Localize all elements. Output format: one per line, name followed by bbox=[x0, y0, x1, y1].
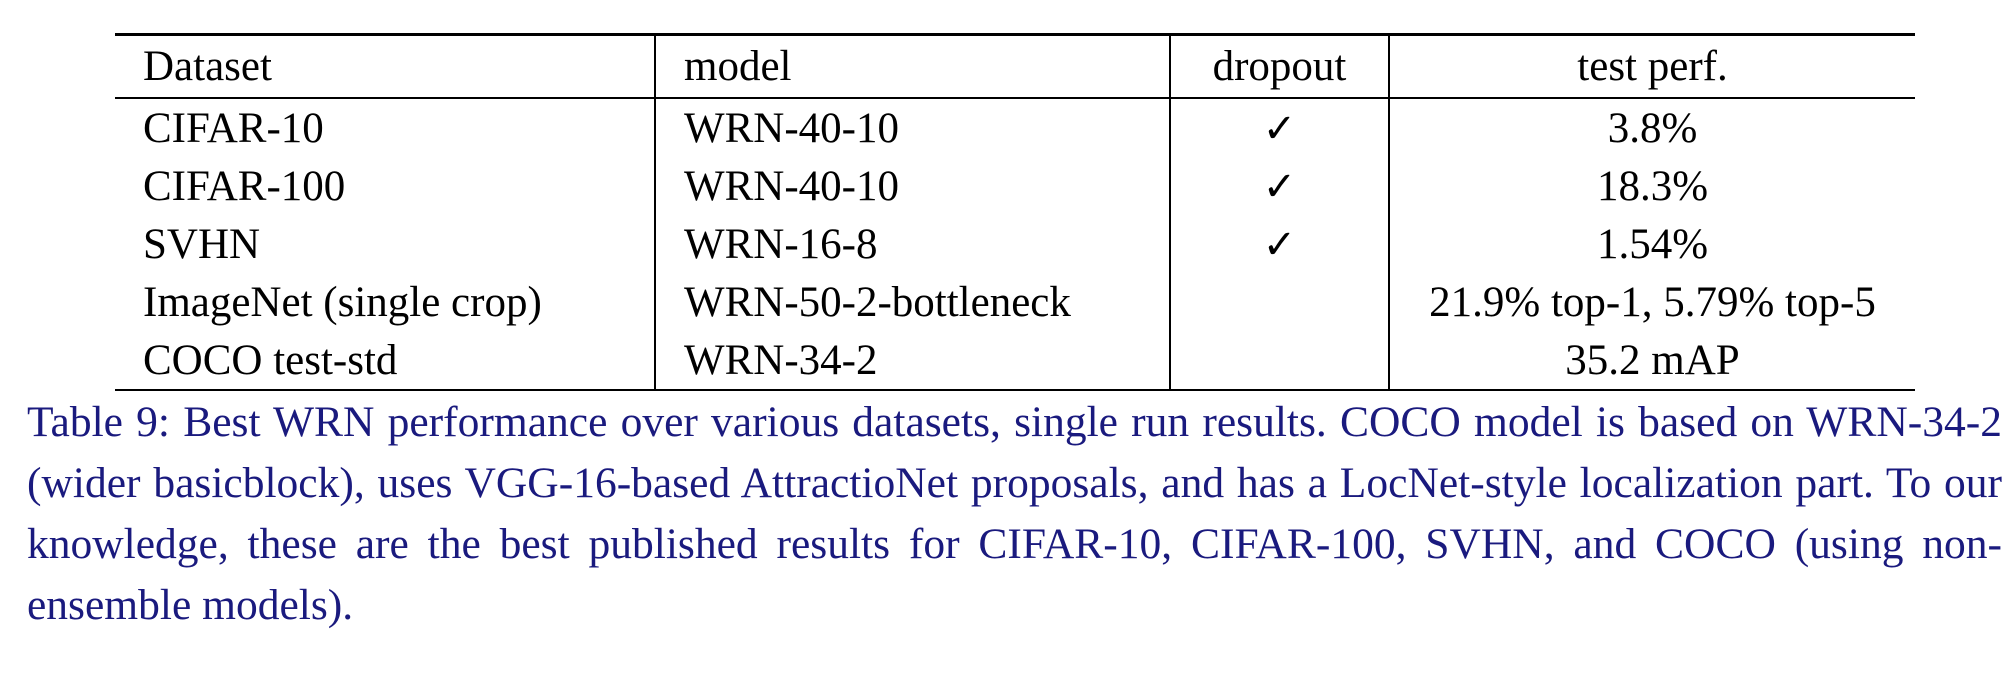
cell-dropout: ✓ bbox=[1169, 215, 1389, 273]
table-row: SVHN WRN-16-8 ✓ 1.54% bbox=[115, 215, 1915, 273]
checkmark-icon: ✓ bbox=[1262, 105, 1297, 152]
cell-test-perf: 21.9% top-1, 5.79% top-5 bbox=[1388, 273, 1915, 331]
table-row: CIFAR-10 WRN-40-10 ✓ 3.8% bbox=[115, 98, 1915, 157]
cell-dataset: COCO test-std bbox=[143, 336, 398, 384]
cell-test-perf: 1.54% bbox=[1388, 215, 1915, 273]
table-row: COCO test-std WRN-34-2 35.2 mAP bbox=[115, 331, 1915, 390]
cell-model: WRN-40-10 bbox=[654, 157, 1170, 215]
results-table: Dataset model dropout test perf. CIFAR-1… bbox=[115, 33, 1915, 391]
cell-test-perf: 18.3% bbox=[1388, 157, 1915, 215]
cell-test-perf: 35.2 mAP bbox=[1388, 331, 1915, 390]
table-row: CIFAR-100 WRN-40-10 ✓ 18.3% bbox=[115, 157, 1915, 215]
header-test-perf: test perf. bbox=[1388, 34, 1915, 98]
results-table-container: Dataset model dropout test perf. CIFAR-1… bbox=[115, 33, 1915, 391]
cell-dataset: ImageNet (single crop) bbox=[143, 278, 542, 326]
cell-dataset: CIFAR-10 bbox=[143, 104, 324, 152]
cell-model: WRN-50-2-bottleneck bbox=[654, 273, 1170, 331]
checkmark-icon: ✓ bbox=[1262, 221, 1297, 268]
table-body: CIFAR-10 WRN-40-10 ✓ 3.8% CIFAR-100 WRN-… bbox=[115, 98, 1915, 390]
cell-model: WRN-40-10 bbox=[654, 98, 1170, 157]
table-caption: Table 9: Best WRN performance over vario… bbox=[27, 398, 2002, 629]
cell-dropout: ✓ bbox=[1169, 157, 1389, 215]
cell-model: WRN-16-8 bbox=[654, 215, 1170, 273]
cell-model: WRN-34-2 bbox=[654, 331, 1170, 390]
cell-dropout bbox=[1169, 273, 1389, 331]
cell-dropout bbox=[1169, 331, 1389, 390]
cell-test-perf: 3.8% bbox=[1388, 98, 1915, 157]
header-dataset: Dataset bbox=[143, 43, 272, 90]
cell-dataset: CIFAR-100 bbox=[143, 162, 346, 210]
header-row: Dataset model dropout test perf. bbox=[115, 34, 1915, 98]
cell-dropout: ✓ bbox=[1169, 98, 1389, 157]
header-dropout: dropout bbox=[1169, 34, 1389, 98]
checkmark-icon: ✓ bbox=[1262, 163, 1297, 210]
header-model: model bbox=[654, 34, 1170, 98]
table-header: Dataset model dropout test perf. bbox=[115, 34, 1915, 98]
cell-dataset: SVHN bbox=[143, 220, 261, 268]
table-row: ImageNet (single crop) WRN-50-2-bottlene… bbox=[115, 273, 1915, 331]
